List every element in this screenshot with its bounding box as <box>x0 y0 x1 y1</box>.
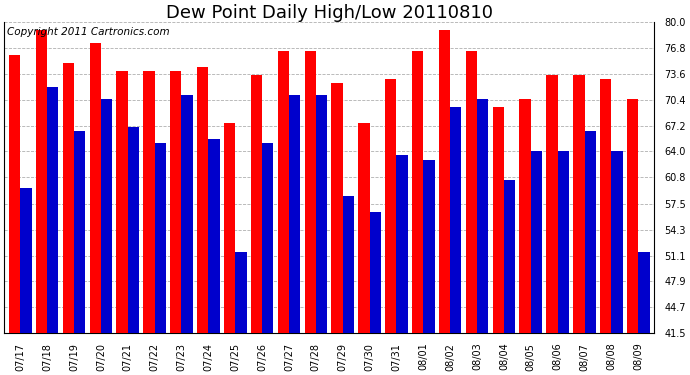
Bar <box>90 42 101 333</box>
Bar <box>235 252 246 333</box>
Bar <box>358 123 370 333</box>
Text: Copyright 2011 Cartronics.com: Copyright 2011 Cartronics.com <box>8 27 170 37</box>
Bar <box>439 30 450 333</box>
Bar <box>520 99 531 333</box>
Bar <box>47 87 59 333</box>
Bar <box>611 152 622 333</box>
Bar <box>74 131 86 333</box>
Bar <box>638 252 649 333</box>
Bar <box>397 156 408 333</box>
Bar <box>170 71 181 333</box>
Bar <box>155 143 166 333</box>
Bar <box>181 95 193 333</box>
Title: Dew Point Daily High/Low 20110810: Dew Point Daily High/Low 20110810 <box>166 4 493 22</box>
Bar <box>343 196 354 333</box>
Bar <box>370 212 381 333</box>
Bar <box>546 75 558 333</box>
Bar <box>144 71 155 333</box>
Bar <box>63 63 74 333</box>
Bar <box>262 143 273 333</box>
Bar <box>250 75 262 333</box>
Bar <box>197 67 208 333</box>
Bar <box>412 51 423 333</box>
Bar <box>493 107 504 333</box>
Bar <box>128 127 139 333</box>
Bar <box>466 51 477 333</box>
Bar <box>573 75 584 333</box>
Bar <box>331 83 343 333</box>
Bar <box>477 99 489 333</box>
Bar <box>277 51 289 333</box>
Bar <box>627 99 638 333</box>
Bar <box>304 51 316 333</box>
Bar <box>289 95 300 333</box>
Bar <box>20 188 32 333</box>
Bar <box>423 159 435 333</box>
Bar <box>385 79 397 333</box>
Bar <box>600 79 611 333</box>
Bar <box>450 107 462 333</box>
Bar <box>558 152 569 333</box>
Bar <box>117 71 128 333</box>
Bar <box>208 140 219 333</box>
Bar <box>584 131 595 333</box>
Bar <box>36 30 47 333</box>
Bar <box>531 152 542 333</box>
Bar <box>224 123 235 333</box>
Bar <box>101 99 112 333</box>
Bar <box>9 55 20 333</box>
Bar <box>316 95 327 333</box>
Bar <box>504 180 515 333</box>
